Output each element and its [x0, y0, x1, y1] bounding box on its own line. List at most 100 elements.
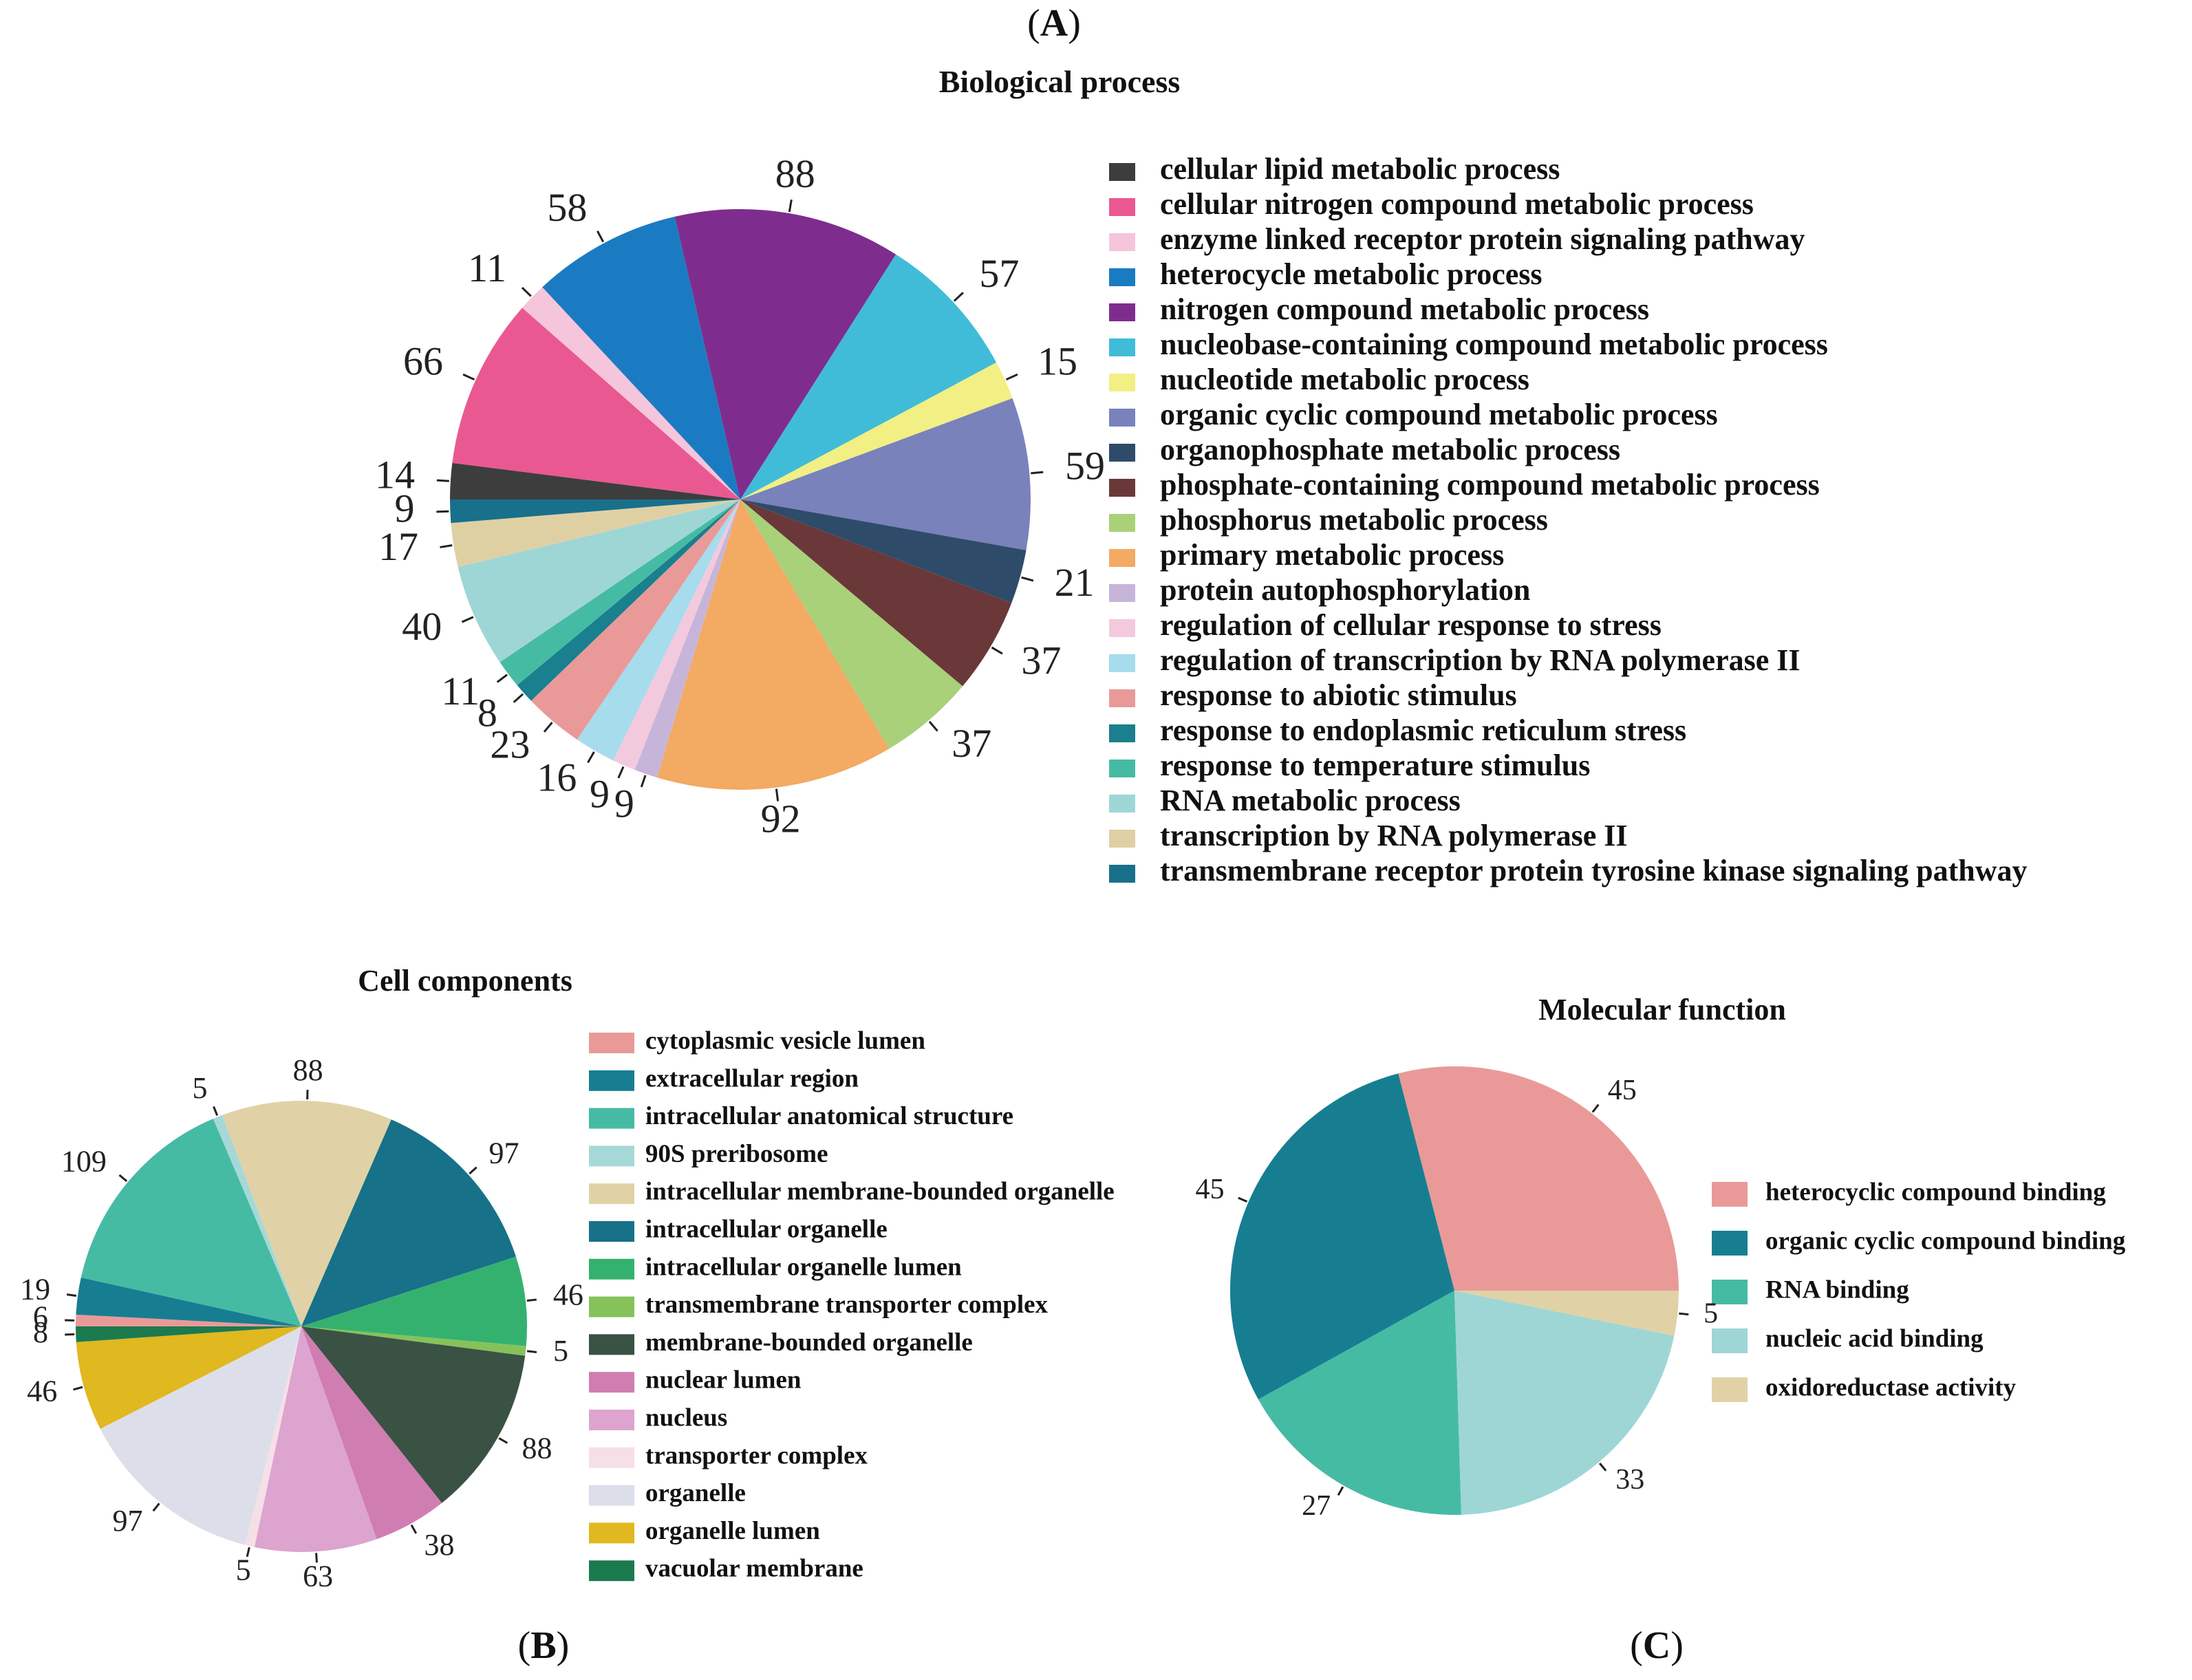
- pie-value-label: 46: [27, 1374, 57, 1408]
- pie-slice-protein-autophosphorylation: [634, 499, 740, 778]
- legend-swatch: [1109, 654, 1135, 672]
- pie-label-tick: [118, 1174, 128, 1183]
- pie-value-label: 57: [979, 251, 1019, 296]
- legend-label: transmembrane receptor protein tyrosine …: [1160, 854, 2028, 887]
- legend-swatch: [1712, 1280, 1748, 1304]
- pie-slice-rna-metabolic-process: [458, 499, 740, 663]
- panel-label-c-open: (: [1630, 1624, 1643, 1667]
- legend-label: organelle lumen: [645, 1517, 820, 1545]
- pie-value-label: 88: [522, 1431, 552, 1465]
- legend-label: organelle: [645, 1479, 746, 1507]
- legend-swatch: [1109, 795, 1135, 812]
- pie-slice-membrane-bounded-organelle: [301, 1326, 526, 1503]
- panel-label-a: (A): [985, 1, 1123, 45]
- pie-value-label: 58: [547, 185, 587, 230]
- pie-slice-organophosphate-metabolic-process: [740, 499, 1027, 603]
- pie-label-tick: [788, 200, 793, 213]
- legend-swatch: [589, 1033, 634, 1053]
- pie-slice-nucleobase-containing-compound-metabolic-process: [740, 254, 997, 499]
- legend-swatch: [1712, 1328, 1748, 1353]
- legend-label: organophosphate metabolic process: [1160, 433, 1620, 466]
- legend-label: RNA binding: [1765, 1275, 1909, 1304]
- pie-slice-transcription-by-rna-polymerase-ii: [451, 499, 740, 568]
- pie-value-label: 9: [590, 771, 610, 816]
- pie-slice-cytoplasmic-vesicle-lumen: [76, 1314, 301, 1326]
- legend-label: nucleobase-containing compound metabolic…: [1160, 327, 1828, 361]
- legend-swatch: [1109, 584, 1135, 602]
- molecular-function-chart: Molecular function 45 heterocyclic compoun…: [1195, 993, 2125, 1522]
- pie-slice-vacuolar-membrane: [76, 1326, 301, 1342]
- legend-swatch: [1109, 689, 1135, 707]
- legend-swatch: [589, 1221, 634, 1242]
- pie-value-label: 5: [1704, 1297, 1718, 1329]
- pie-label-tick: [1021, 576, 1034, 582]
- pie-value-label: 88: [293, 1053, 323, 1087]
- legend-swatch: [1712, 1377, 1748, 1402]
- legend-swatch: [1712, 1182, 1748, 1207]
- legend-label: organic cyclic compound metabolic proces…: [1160, 398, 1718, 431]
- pie-value-label: 45: [1195, 1174, 1224, 1205]
- pie-slice-90s-preribosome: [213, 1114, 301, 1326]
- legend-swatch: [1109, 409, 1135, 427]
- pie-label-tick: [543, 722, 553, 733]
- pie-slice-oxidoreductase-activity: [1454, 1291, 1679, 1336]
- legend-label: intracellular organelle: [645, 1215, 888, 1243]
- legend-label: response to temperature stimulus: [1160, 749, 1590, 782]
- pie-value-label: 33: [1615, 1464, 1644, 1496]
- pie-label-tick: [469, 1166, 477, 1175]
- legend-label: protein autophosphorylation: [1160, 573, 1530, 607]
- panel-label-a-close: ): [1068, 2, 1081, 45]
- pie-label-tick: [526, 1298, 537, 1302]
- pie-label-tick: [617, 766, 625, 779]
- legend-label: membrane-bounded organelle: [645, 1328, 973, 1357]
- legend-label: enzyme linked receptor protein signaling…: [1160, 222, 1805, 256]
- legend-swatch: [589, 1070, 634, 1091]
- pie-slice-cellular-lipid-metabolic-process: [450, 462, 740, 499]
- legend-label: phosphate-containing compound metabolic …: [1160, 468, 1820, 502]
- pie-value-label: 8: [477, 690, 497, 735]
- pie-value-label: 109: [61, 1145, 107, 1178]
- legend-label: regulation of cellular response to stres…: [1160, 608, 1662, 642]
- legend-swatch: [1109, 479, 1135, 497]
- pie-label-tick: [1031, 471, 1044, 475]
- legend-label: cytoplasmic vesicle lumen: [645, 1026, 925, 1055]
- pie-value-label: 17: [378, 524, 418, 569]
- pie-value-label: 66: [403, 338, 443, 383]
- legend-label: cellular nitrogen compound metabolic pro…: [1160, 187, 1754, 221]
- legend-swatch: [1712, 1231, 1748, 1256]
- pie-label-tick: [1337, 1486, 1344, 1496]
- pie-slice-response-to-temperature-stimulus: [499, 499, 740, 685]
- legend-swatch: [1109, 444, 1135, 462]
- legend-swatch: [589, 1145, 634, 1167]
- legend-label: intracellular anatomical structure: [645, 1102, 1013, 1130]
- pie-label-tick: [436, 479, 449, 482]
- pie-value-label: 88: [775, 151, 815, 196]
- legend-label: intracellular membrane-bounded organelle: [645, 1178, 1115, 1206]
- pie-value-label: 46: [553, 1278, 583, 1311]
- pie-slice-extracellular-region: [76, 1278, 301, 1326]
- legend-swatch: [1109, 198, 1135, 216]
- legend-swatch: [589, 1485, 634, 1506]
- pie-label-tick: [315, 1553, 318, 1563]
- legend-label: response to endoplasmic reticulum stress: [1160, 713, 1686, 747]
- legend-swatch: [1109, 865, 1135, 883]
- pie-value-label: 38: [425, 1528, 455, 1562]
- pie-label-tick: [73, 1386, 83, 1391]
- pie-value-label: 15: [1038, 338, 1077, 383]
- pie-slice-nitrogen-compound-metabolic-process: [674, 208, 896, 499]
- legend-label: intracellular organelle lumen: [645, 1253, 962, 1281]
- legend-swatch: [589, 1372, 634, 1393]
- pie-label-tick: [440, 544, 453, 548]
- legend-label: organic cyclic compound binding: [1765, 1227, 2126, 1255]
- pie-slice-nucleic-acid-binding: [1454, 1291, 1675, 1515]
- pie-slice-transporter-complex: [244, 1326, 301, 1547]
- pie-slice-intracellular-organelle: [301, 1119, 516, 1326]
- legend-label: extracellular region: [645, 1064, 859, 1092]
- pie-slice-phosphate-containing-compound-metabolic-process: [740, 499, 1012, 687]
- panel-label-c: (C): [1588, 1624, 1726, 1668]
- pie-slice-organic-cyclic-compound-metabolic-process: [740, 398, 1031, 550]
- pie-slice-enzyme-linked-receptor-protein-signaling-pathway: [522, 287, 740, 499]
- pie-label-tick: [640, 775, 647, 788]
- pie-label-tick: [246, 1547, 250, 1558]
- legend-swatch: [589, 1334, 634, 1355]
